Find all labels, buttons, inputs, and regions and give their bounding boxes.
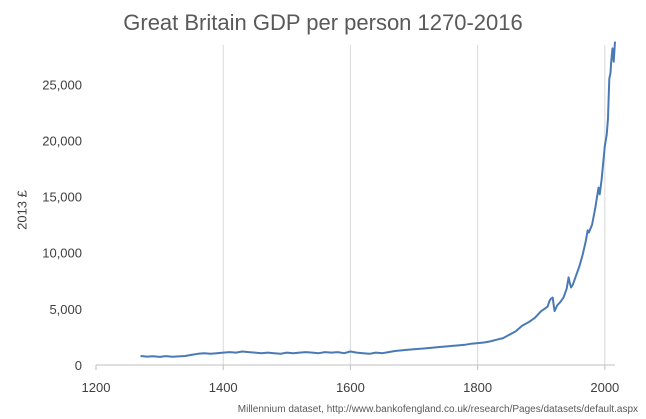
y-tick-label-5000: 5,000 xyxy=(49,302,82,317)
source-note: Millennium dataset, http://www.bankofeng… xyxy=(237,404,638,415)
chart-title: Great Britain GDP per person 1270-2016 xyxy=(123,10,523,35)
y-tick-label-20000: 20,000 xyxy=(42,133,82,148)
x-tick-label-1400: 1400 xyxy=(209,380,238,395)
y-tick-label-0: 0 xyxy=(75,358,82,373)
axes xyxy=(95,364,615,370)
y-tick-label-15000: 15,000 xyxy=(42,190,82,205)
y-tick-label-25000: 25,000 xyxy=(42,77,82,92)
x-tick-label-2000: 2000 xyxy=(590,380,619,395)
series-line-0 xyxy=(140,41,616,358)
x-tick-labels: 1200 1400 1600 1800 2000 xyxy=(82,380,620,395)
y-tick-label-10000: 10,000 xyxy=(42,246,82,261)
gridlines xyxy=(222,45,606,365)
x-tick-label-1200: 1200 xyxy=(82,380,111,395)
y-tick-labels: 0 5,000 10,000 15,000 20,000 25,000 xyxy=(42,77,82,373)
x-tick-label-1600: 1600 xyxy=(336,380,365,395)
x-tick-label-1800: 1800 xyxy=(463,380,492,395)
series-layer xyxy=(140,41,616,358)
